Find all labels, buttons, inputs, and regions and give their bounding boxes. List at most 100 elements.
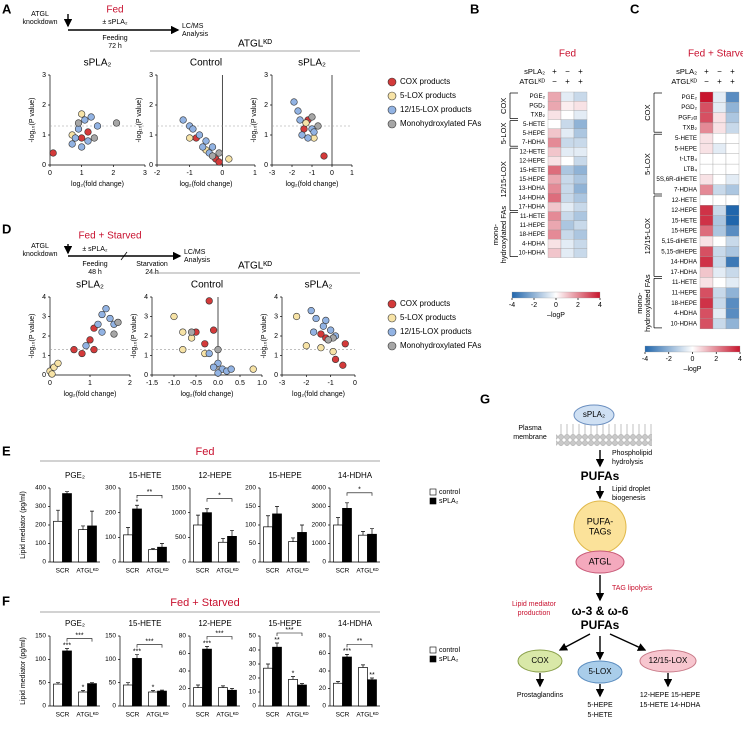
bracket — [346, 644, 373, 648]
legend-label: Monohydroxylated FAs — [400, 119, 481, 128]
x-axis-label: log₂(fold change) — [71, 181, 124, 188]
error-bar — [370, 677, 374, 680]
bar — [342, 508, 352, 563]
pathway-shape — [517, 649, 563, 673]
point — [302, 119, 310, 127]
legend-marker — [429, 497, 437, 505]
heat-cell — [560, 202, 575, 212]
heat-cell — [573, 110, 588, 120]
point — [210, 363, 218, 371]
point — [290, 98, 298, 106]
row-label: PGE₂ — [682, 94, 698, 101]
heat-cell — [560, 119, 575, 129]
point — [298, 131, 306, 139]
heat-cell — [725, 153, 740, 165]
point — [339, 361, 347, 369]
heat-cell — [573, 137, 588, 148]
point — [179, 346, 187, 354]
x-tick-label: -1 — [309, 170, 315, 177]
heat-cell — [712, 308, 727, 319]
y-tick-label: 20 — [249, 675, 257, 682]
point — [307, 307, 315, 315]
x-tick-label: SCR — [266, 568, 280, 575]
heat-cell — [725, 246, 740, 257]
y-tick-label: 2 — [144, 333, 148, 340]
bar — [193, 524, 203, 563]
point — [208, 152, 217, 160]
significance: * — [152, 684, 155, 691]
point — [208, 143, 217, 151]
error-bar — [151, 548, 155, 550]
heat-cell — [560, 183, 575, 194]
legend-label: sPLA₂ — [439, 498, 459, 505]
error-bar — [300, 524, 304, 533]
point — [205, 349, 213, 358]
schematic-text: Analysis — [182, 31, 209, 38]
row-label: 5-HEPE — [675, 145, 697, 152]
legend-marker — [429, 646, 437, 654]
heat-cell — [573, 202, 588, 212]
panel-label: A — [2, 1, 12, 16]
point — [74, 125, 83, 133]
bar — [297, 532, 307, 563]
colorbar-tick-label: -2 — [531, 302, 537, 309]
heat-cell — [699, 205, 714, 216]
heat-cell — [725, 225, 740, 237]
heat-cell — [725, 102, 740, 113]
error-bar — [230, 530, 234, 537]
y-tick-label: 50 — [39, 679, 47, 686]
row-label: 15-HETE — [520, 167, 545, 174]
bar — [358, 667, 368, 707]
point — [49, 149, 57, 157]
y-tick-label: 4 — [274, 294, 278, 301]
point — [293, 312, 301, 321]
point — [90, 346, 98, 354]
y-tick-label: 3 — [149, 72, 153, 79]
bar — [333, 682, 343, 707]
heat-cell — [712, 153, 727, 165]
heat-cell — [573, 128, 588, 139]
y-tick-label: 2 — [274, 333, 278, 340]
heat-cell — [699, 318, 714, 330]
x-tick-label: SCR — [56, 568, 70, 575]
heat-cell — [560, 110, 575, 120]
x-tick-label: -0.5 — [190, 380, 202, 387]
point — [179, 328, 187, 336]
point — [78, 349, 86, 358]
product: 15-HETE 14-HDHA — [640, 702, 701, 709]
heat-cell — [712, 236, 727, 247]
y-tick-label: 0 — [274, 372, 278, 379]
x-tick-label: -2 — [154, 170, 160, 177]
error-bar — [151, 690, 155, 692]
legend-marker — [387, 91, 397, 101]
error-bar — [81, 525, 85, 530]
bar — [227, 535, 237, 563]
x-tick-label: ATGLᴷᴰ — [146, 568, 168, 575]
heat-cell — [699, 174, 714, 185]
chart-title: 12-HEPE — [198, 471, 231, 480]
y-tick-label: 1000 — [312, 540, 327, 547]
group-label: mono- — [635, 292, 644, 314]
error-bar — [135, 654, 139, 659]
panel-label: D — [2, 221, 11, 236]
error-bar — [56, 509, 60, 522]
group-label: 5-LOX — [643, 153, 652, 175]
y-tick-label: 3 — [274, 313, 278, 320]
heat-cell — [560, 156, 575, 166]
x-tick-label: -1 — [328, 380, 334, 387]
x-tick-label: ATGLᴷᴰ — [76, 712, 98, 719]
heat-cell — [547, 220, 562, 231]
heat-cell — [712, 246, 727, 257]
heat-cell — [725, 287, 740, 299]
heat-cell — [560, 137, 575, 148]
y-tick-label: 100 — [105, 534, 116, 541]
y-tick-label: 20 — [319, 685, 327, 692]
error-bar — [221, 685, 225, 688]
point — [86, 336, 94, 344]
bar — [87, 525, 97, 563]
heat-cell — [573, 91, 588, 102]
bar — [227, 689, 237, 707]
bracket — [136, 644, 163, 648]
chart-title: 15-HEPE — [268, 619, 301, 628]
point — [341, 340, 349, 348]
